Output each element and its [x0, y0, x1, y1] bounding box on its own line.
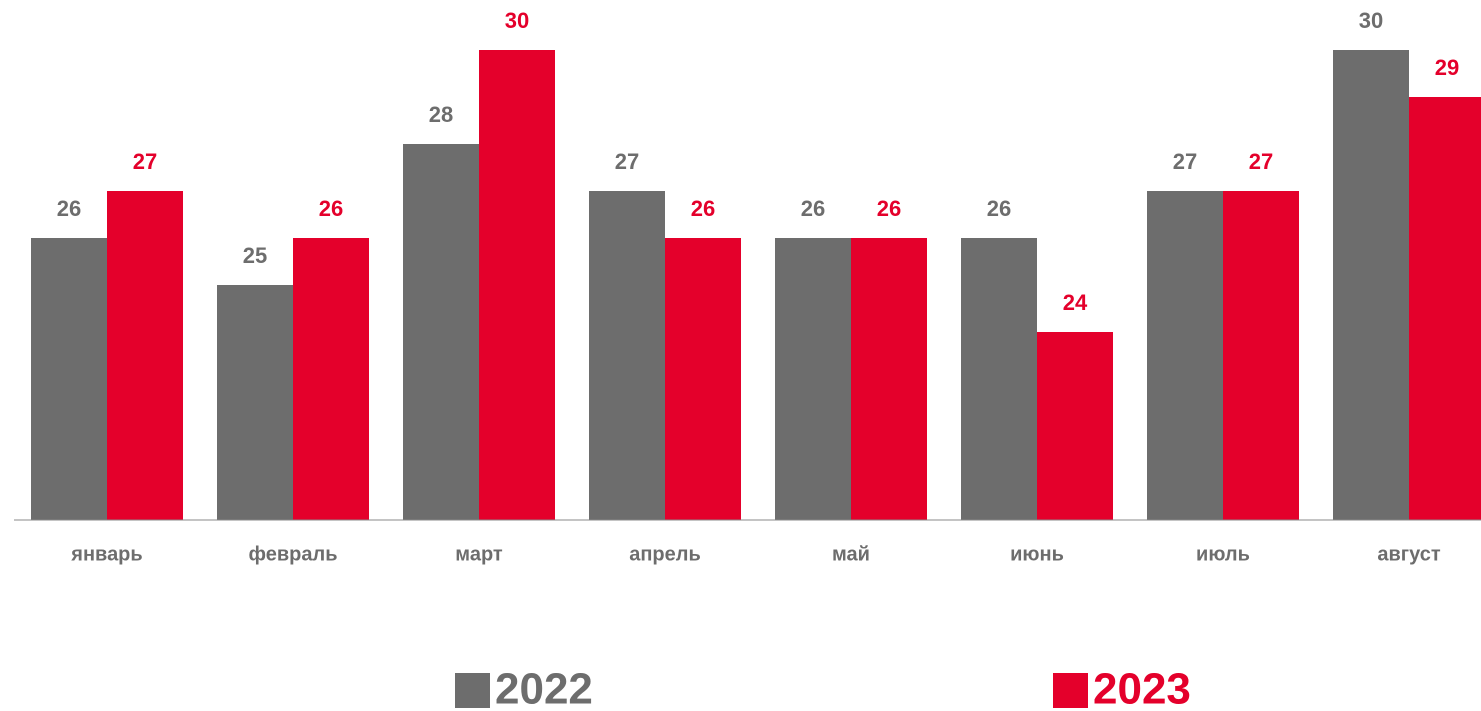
data-label: 26: [987, 196, 1011, 221]
x-tick-label: март: [455, 543, 503, 565]
x-tick-label: июль: [1196, 543, 1250, 565]
x-tick-label: январь: [70, 543, 142, 565]
bar: [293, 238, 369, 520]
bar: [961, 238, 1037, 520]
data-label: 26: [319, 196, 343, 221]
bar: [1037, 332, 1113, 520]
data-label: 27: [1249, 149, 1273, 174]
x-tick-label: май: [832, 543, 870, 565]
bar: [1333, 50, 1409, 520]
data-label: 26: [691, 196, 715, 221]
bar: [31, 238, 107, 520]
data-label: 27: [133, 149, 157, 174]
data-label: 26: [801, 196, 825, 221]
bar: [1223, 191, 1299, 520]
legend-label: 2023: [1093, 665, 1191, 711]
bar: [1409, 97, 1481, 520]
bar: [107, 191, 183, 520]
bar: [589, 191, 665, 520]
bar: [665, 238, 741, 520]
bar: [403, 144, 479, 520]
bar: [479, 50, 555, 520]
data-label: 30: [1359, 8, 1383, 33]
data-label: 30: [505, 8, 529, 33]
bar: [1147, 191, 1223, 520]
data-label: 29: [1435, 55, 1459, 80]
legend-swatch: [455, 673, 490, 708]
bar: [217, 285, 293, 520]
data-label: 25: [243, 243, 267, 268]
legend-label: 2022: [495, 665, 593, 711]
x-tick-label: февраль: [249, 543, 338, 565]
legend-swatch: [1053, 673, 1088, 708]
bar: [851, 238, 927, 520]
x-tick-label: апрель: [629, 543, 701, 565]
data-label: 26: [57, 196, 81, 221]
data-label: 26: [877, 196, 901, 221]
data-label: 27: [1173, 149, 1197, 174]
data-label: 28: [429, 102, 453, 127]
data-label: 24: [1063, 290, 1088, 315]
bar: [775, 238, 851, 520]
data-label: 27: [615, 149, 639, 174]
x-tick-label: июнь: [1010, 543, 1064, 565]
x-tick-label: август: [1377, 543, 1440, 565]
